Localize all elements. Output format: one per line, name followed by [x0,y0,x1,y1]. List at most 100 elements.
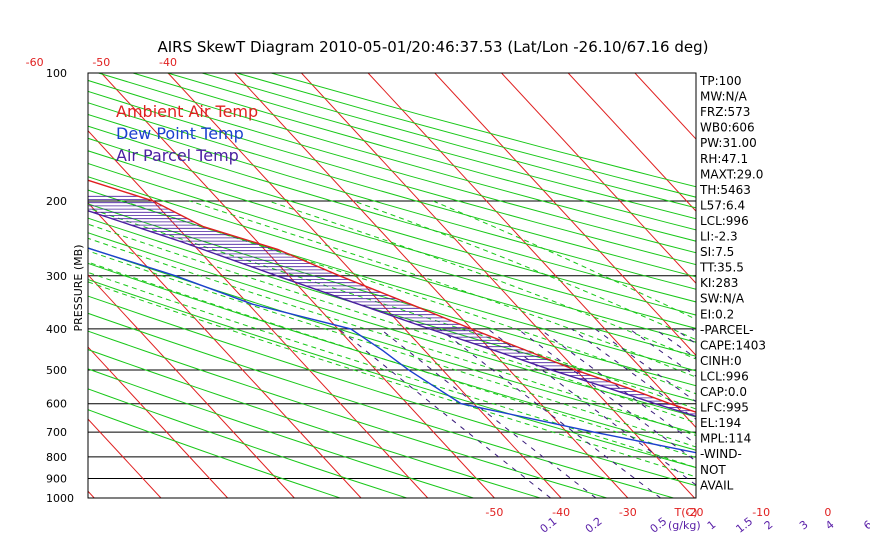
mixing-ratio-tick: 2 [762,518,776,533]
dry-adiabat [88,150,696,329]
mixing-ratio-line [379,328,597,498]
moist-adiabat [88,271,696,469]
moist-adiabat [353,200,696,341]
isotherm-line [567,73,696,212]
moist-adiabat [88,281,696,478]
dry-adiabat [88,368,474,498]
index-item: TT:35.5 [699,261,744,275]
index-item: SI:7.5 [700,245,734,259]
dry-adiabat [88,137,696,316]
bottom-temp-tick: -30 [619,506,637,519]
isotherm-line [234,73,629,498]
pressure-tick-label: 1000 [46,492,74,505]
legend-entry-0: Ambient Air Temp [116,102,258,121]
cape-hatch [88,195,696,415]
index-item: LCL:996 [700,214,749,228]
mixing-ratio-line [780,329,870,498]
dry-adiabat [88,349,541,498]
index-item: TP:100 [699,74,742,88]
mixing-ratio-line [338,328,551,498]
pressure-tick-label: 900 [46,473,67,486]
index-item: TH:5463 [699,183,751,197]
index-item: NOT [700,463,726,477]
isotherm-line [88,129,429,498]
index-item: EL:194 [700,416,741,430]
moist-adiabat [88,237,696,437]
index-item: LI:-2.3 [700,230,738,244]
mixing-ratio-line [762,329,870,498]
mixing-ratio-tick: 6 [861,518,870,533]
index-item: KI:283 [700,276,738,290]
mixing-ratio-line [539,328,696,445]
isotherm-line [501,73,696,285]
legend: Ambient Air Temp Dew Point Temp Air Parcel… [116,102,258,165]
index-item: AVAIL [700,478,734,492]
pressure-tick-label: 200 [46,195,67,208]
bottom-temp-tick: -10 [752,506,770,519]
moist-adiabat [267,200,696,360]
moist-adiabat [88,223,696,424]
index-item: MW:N/A [700,90,748,104]
mixing-ratio-line [740,329,870,498]
pressure-tick-label: 500 [46,364,67,377]
mixing-ratio-line [629,328,696,377]
pressure-tick-label: 400 [46,323,67,336]
index-item: L57:6.4 [700,198,745,212]
mixing-ratio-line [809,329,870,498]
top-temp-tick: -50 [92,56,110,69]
dry-adiabat [88,295,696,487]
moist-adiabat [432,200,696,320]
index-item: LFC:995 [700,401,749,415]
dry-adiabat [88,312,674,498]
index-item: CINH:0 [700,354,742,368]
pressure-tick-label: 300 [46,270,67,283]
mixing-ratio-tick: 4 [823,518,837,533]
dry-adiabat [88,330,607,498]
index-item: WB0:606 [700,121,755,135]
series-line-2 [88,210,696,418]
legend-entry-1: Dew Point Temp [116,124,244,143]
isotherm-line [0,73,28,498]
mixing-ratio-tick: 1 [705,518,719,533]
dry-adiabat [88,278,696,469]
dry-adiabat [88,247,696,434]
mixing-ratio-tick: 3 [797,518,811,533]
index-item: PW:31.00 [700,136,757,150]
top-temp-tick: -60 [26,56,44,69]
frame-rect [87,72,697,499]
mixing-ratio-line [439,328,661,498]
dry-adiabat [88,90,696,266]
index-item: RH:47.1 [700,152,748,166]
bottom-temp-tick: -50 [485,506,503,519]
dry-adiabat [88,102,696,278]
pressure-tick-label: 800 [46,451,67,464]
index-item: CAP:0.0 [700,385,747,399]
dry-adiabat [88,232,696,418]
bottom-temp-tick: 0 [824,506,831,519]
legend-entry-2: Air Parcel Temp [116,146,239,165]
dry-adiabat [88,388,407,498]
dry-adiabat [88,162,696,343]
pressure-tick-label: 100 [46,67,67,80]
index-item: MAXT:29.0 [700,167,763,181]
isotherm-line [768,73,870,498]
index-item: -PARCEL- [700,323,754,337]
moist-adiabat [189,200,696,378]
index-item: LCL:996 [700,369,749,383]
dry-adiabat [88,79,696,254]
series-line-0 [88,179,696,413]
pressure-tick-label: 700 [46,426,67,439]
pressure-tick-label: 600 [46,398,67,411]
isotherm-line [434,73,696,357]
mixing-ratio-line [487,328,696,486]
index-item: -WIND- [700,447,742,461]
dry-adiabat [88,176,696,357]
index-item: CAPE:1403 [700,338,766,352]
dry-adiabat [88,189,696,372]
index-item: MPL:114 [700,432,751,446]
chart-title: AIRS SkewT Diagram 2010-05-01/20:46:37.5… [157,38,708,56]
index-item: EI:0.2 [700,307,734,321]
